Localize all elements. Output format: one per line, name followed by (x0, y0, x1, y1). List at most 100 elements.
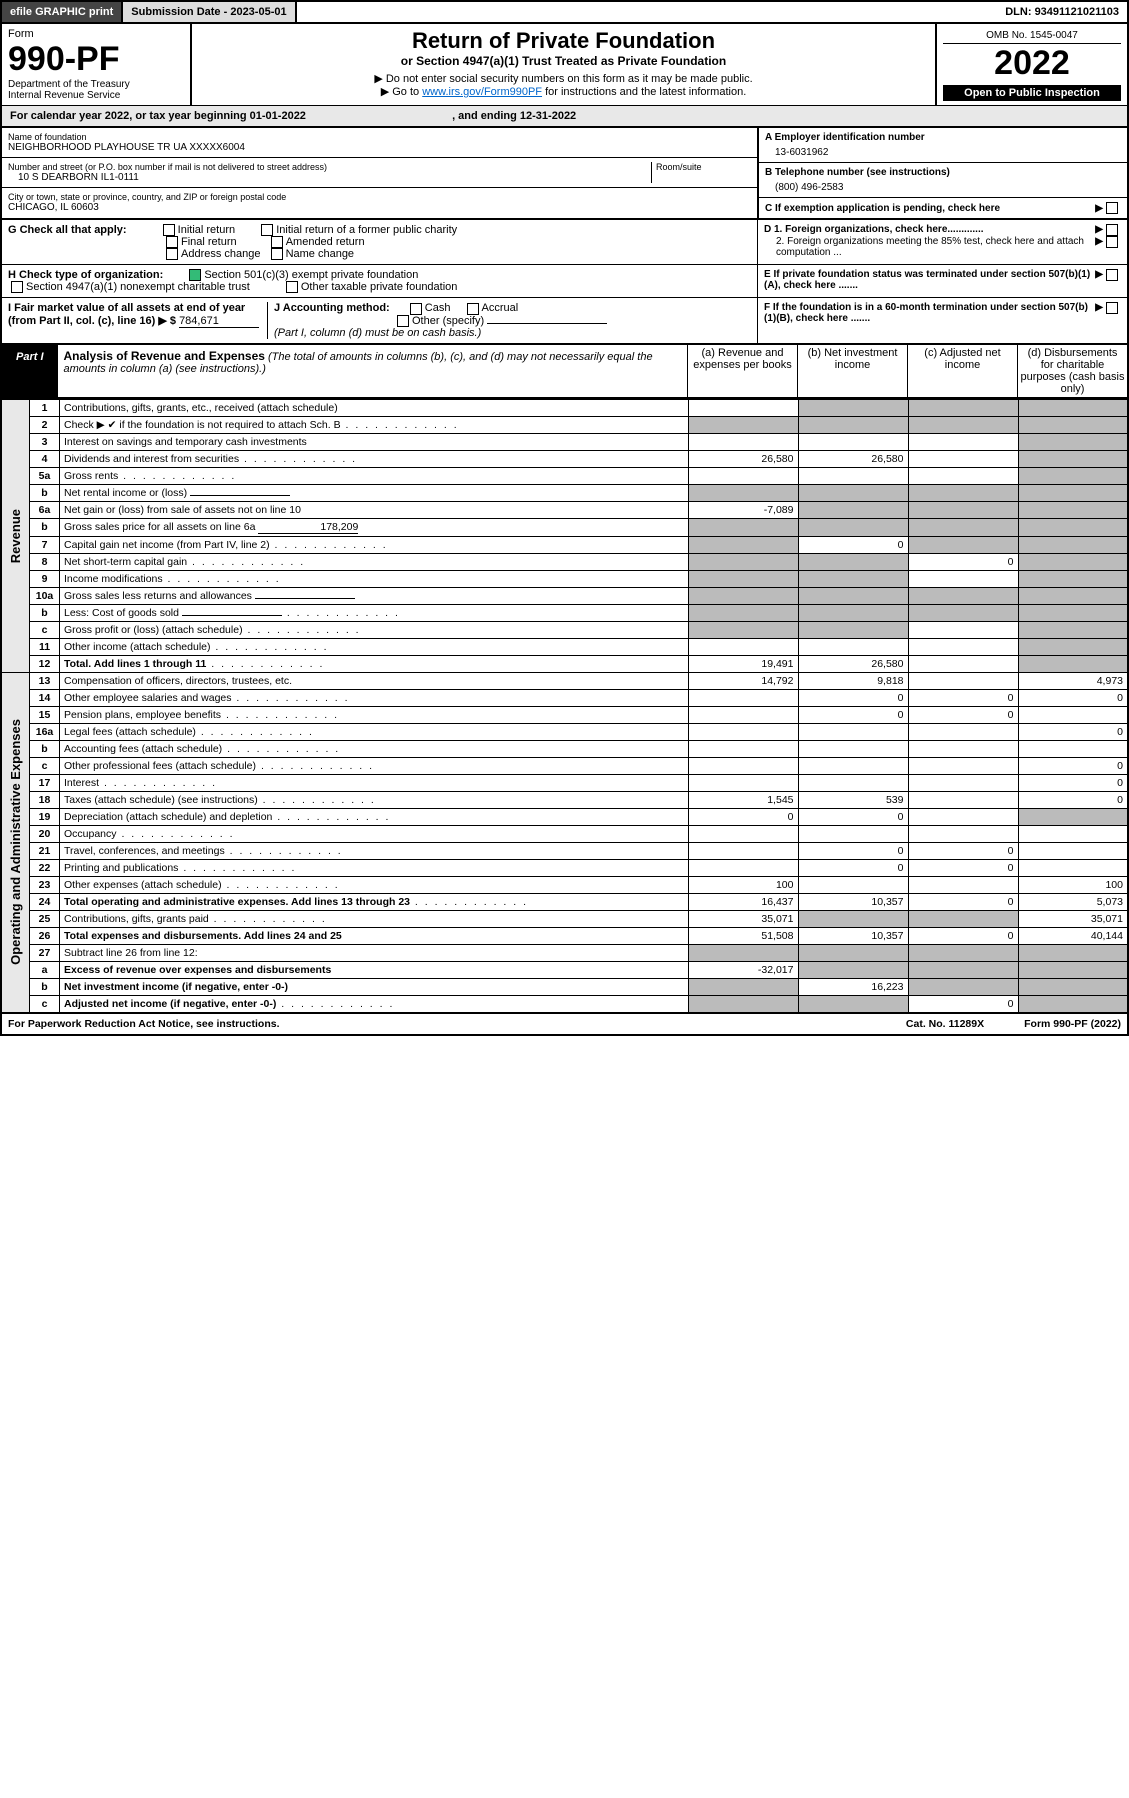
line-number: 14 (30, 689, 60, 706)
value-cell (688, 774, 798, 791)
section-h-row: H Check type of organization: Section 50… (0, 265, 1129, 298)
page-footer: For Paperwork Reduction Act Notice, see … (0, 1014, 1129, 1036)
value-cell: 539 (798, 791, 908, 808)
value-cell (688, 859, 798, 876)
h-501c3-checkbox[interactable] (189, 269, 201, 281)
value-cell: 16,223 (798, 978, 908, 995)
c-checkbox[interactable] (1106, 202, 1118, 214)
table-row: 11Other income (attach schedule) (1, 638, 1128, 655)
g-check-block: G Check all that apply: Initial return I… (2, 220, 757, 264)
instruction-2: ▶ Go to www.irs.gov/Form990PF for instru… (198, 85, 929, 98)
f-checkbox[interactable] (1106, 302, 1118, 314)
value-cell (908, 740, 1018, 757)
line-number: 19 (30, 808, 60, 825)
d2-checkbox[interactable] (1106, 236, 1118, 248)
submission-date: Submission Date - 2023-05-01 (123, 2, 296, 22)
value-cell (1018, 604, 1128, 621)
year-block: OMB No. 1545-0047 2022 Open to Public In… (937, 24, 1127, 105)
value-cell: 0 (1018, 757, 1128, 774)
e-checkbox[interactable] (1106, 269, 1118, 281)
calendar-year-row: For calendar year 2022, or tax year begi… (0, 105, 1129, 128)
room-label: Room/suite (656, 162, 751, 172)
value-cell (908, 587, 1018, 604)
g-initial-checkbox[interactable] (163, 224, 175, 236)
j-accrual-checkbox[interactable] (467, 303, 479, 315)
value-cell: 14,792 (688, 672, 798, 689)
value-cell (908, 518, 1018, 536)
value-cell (688, 842, 798, 859)
table-row: 3Interest on savings and temporary cash … (1, 433, 1128, 450)
value-cell (688, 944, 798, 961)
value-cell (1018, 655, 1128, 672)
line-number: 27 (30, 944, 60, 961)
value-cell: 35,071 (688, 910, 798, 927)
line-description: Taxes (attach schedule) (see instruction… (60, 791, 689, 808)
table-row: bAccounting fees (attach schedule) (1, 740, 1128, 757)
value-cell (908, 672, 1018, 689)
table-row: cOther professional fees (attach schedul… (1, 757, 1128, 774)
value-cell (688, 740, 798, 757)
value-cell (1018, 553, 1128, 570)
value-cell: 0 (908, 706, 1018, 723)
h-4947-checkbox[interactable] (11, 281, 23, 293)
line-description: Excess of revenue over expenses and disb… (60, 961, 689, 978)
value-cell (798, 825, 908, 842)
value-cell: 0 (798, 689, 908, 706)
h-other-checkbox[interactable] (286, 281, 298, 293)
value-cell: 26,580 (688, 450, 798, 467)
section-g-row: G Check all that apply: Initial return I… (0, 220, 1129, 265)
arrow-icon: ▶ (1095, 203, 1103, 214)
footer-mid: Cat. No. 11289X (906, 1018, 984, 1030)
g-final-checkbox[interactable] (166, 236, 178, 248)
form-title: Return of Private Foundation (198, 28, 929, 54)
line-number: a (30, 961, 60, 978)
line-number: 21 (30, 842, 60, 859)
value-cell: 100 (688, 876, 798, 893)
value-cell (798, 723, 908, 740)
table-row: 22Printing and publications00 (1, 859, 1128, 876)
value-cell (908, 433, 1018, 450)
section-ij-row: I Fair market value of all assets at end… (0, 298, 1129, 344)
phone-cell: B Telephone number (see instructions) (8… (759, 163, 1127, 198)
value-cell (1018, 638, 1128, 655)
line-number: 6a (30, 501, 60, 518)
j-cash-checkbox[interactable] (410, 303, 422, 315)
top-bar: efile GRAPHIC print Submission Date - 20… (0, 0, 1129, 24)
line-number: 17 (30, 774, 60, 791)
value-cell (798, 501, 908, 518)
line-description: Contributions, gifts, grants, etc., rece… (60, 399, 689, 416)
h-check-block: H Check type of organization: Section 50… (2, 265, 757, 297)
g-name-checkbox[interactable] (271, 248, 283, 260)
g-address-checkbox[interactable] (166, 248, 178, 260)
value-cell (908, 621, 1018, 638)
value-cell (908, 536, 1018, 553)
line-number: 10a (30, 587, 60, 604)
line-description: Printing and publications (60, 859, 689, 876)
table-row: 17Interest0 (1, 774, 1128, 791)
e-terminated-block: E If private foundation status was termi… (757, 265, 1127, 297)
value-cell (908, 416, 1018, 433)
value-cell (798, 467, 908, 484)
value-cell (908, 791, 1018, 808)
j-other-checkbox[interactable] (397, 315, 409, 327)
table-row: 20Occupancy (1, 825, 1128, 842)
value-cell (798, 416, 908, 433)
d1-checkbox[interactable] (1106, 224, 1118, 236)
part1-table: Revenue1Contributions, gifts, grants, et… (0, 399, 1129, 1014)
line-description: Occupancy (60, 825, 689, 842)
value-cell (908, 638, 1018, 655)
value-cell (1018, 587, 1128, 604)
form-label: Form (8, 28, 184, 40)
form-link[interactable]: www.irs.gov/Form990PF (422, 86, 542, 98)
line-description: Travel, conferences, and meetings (60, 842, 689, 859)
table-row: 26Total expenses and disbursements. Add … (1, 927, 1128, 944)
g-initial-former-checkbox[interactable] (261, 224, 273, 236)
g-amended-checkbox[interactable] (271, 236, 283, 248)
value-cell (908, 910, 1018, 927)
table-row: 4Dividends and interest from securities2… (1, 450, 1128, 467)
line-number: 12 (30, 655, 60, 672)
c-pending-cell: C If exemption application is pending, c… (759, 198, 1127, 218)
value-cell: 0 (688, 808, 798, 825)
line-description: Total operating and administrative expen… (60, 893, 689, 910)
value-cell (1018, 995, 1128, 1013)
